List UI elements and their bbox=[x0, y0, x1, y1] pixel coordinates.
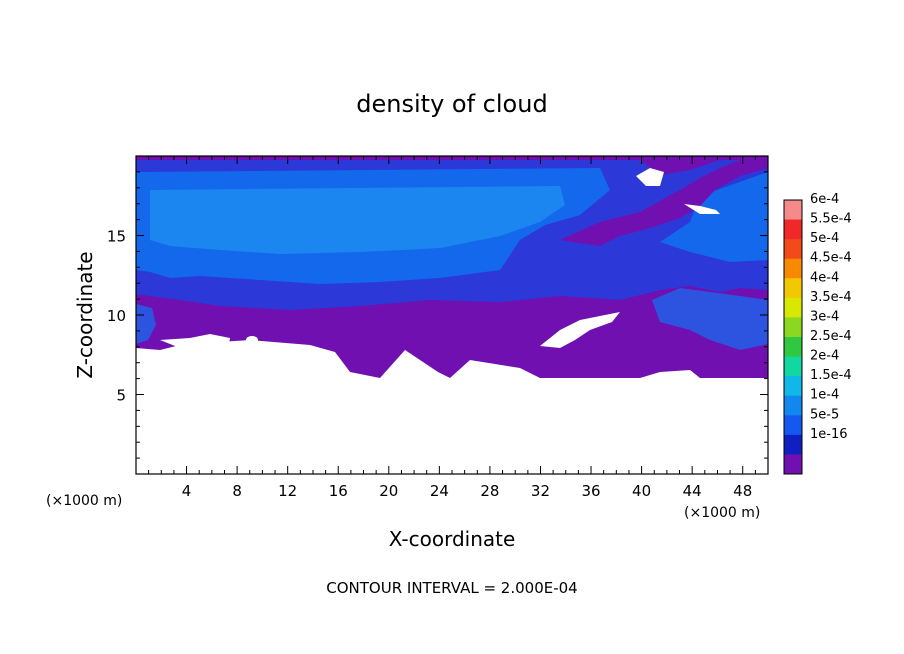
x-tick-label: 36 bbox=[581, 482, 600, 500]
x-tick-label: 48 bbox=[733, 482, 752, 500]
x-tick-label: 24 bbox=[430, 482, 449, 500]
cloud-gap-1 bbox=[160, 334, 230, 356]
y-tick-label: 5 bbox=[116, 387, 126, 405]
y-tick-label: 10 bbox=[107, 307, 126, 325]
colorbar-label: 4e-4 bbox=[810, 270, 839, 285]
cloud-field-intrusion bbox=[560, 160, 768, 246]
cloud-gap-3 bbox=[540, 312, 620, 348]
colorbar-swatch bbox=[784, 415, 802, 436]
x-tick-label: 16 bbox=[329, 482, 348, 500]
x-tick-label: 8 bbox=[232, 482, 242, 500]
x-tick-label: 28 bbox=[480, 482, 499, 500]
colorbar-swatch bbox=[784, 239, 802, 260]
colorbar-label: 1e-16 bbox=[810, 427, 848, 442]
colorbar-label: 5e-5 bbox=[810, 407, 839, 422]
colorbar-label: 4.5e-4 bbox=[810, 251, 852, 266]
cloud-field-layer-1e-4-right bbox=[660, 172, 768, 262]
x-tick-label: 44 bbox=[683, 482, 702, 500]
colorbar-swatch bbox=[784, 356, 802, 377]
colorbar-label: 1.5e-4 bbox=[810, 368, 852, 383]
colorbar-swatch bbox=[784, 258, 802, 279]
x-tick-label: 32 bbox=[531, 482, 550, 500]
colorbar-label: 3.5e-4 bbox=[810, 290, 852, 305]
x-axis: 4 8 12 16 20 24 28 32 36 40 44 48 bbox=[148, 156, 756, 500]
colorbar-swatch bbox=[784, 278, 802, 299]
colorbar-label: 3e-4 bbox=[810, 309, 839, 324]
x-unit-left: (×1000 m) bbox=[46, 493, 122, 509]
colorbar-swatch bbox=[784, 219, 802, 240]
chart-title: density of cloud bbox=[356, 90, 547, 118]
colorbar-swatch bbox=[784, 434, 802, 455]
colorbar-label: 1e-4 bbox=[810, 388, 839, 403]
colorbar-swatch bbox=[784, 454, 802, 475]
cloud-gap-5 bbox=[684, 204, 720, 214]
colorbar-swatch bbox=[784, 376, 802, 397]
x-unit-right: (×1000 m) bbox=[684, 505, 760, 521]
x-tick-label: 20 bbox=[379, 482, 398, 500]
x-axis-title: X-coordinate bbox=[389, 527, 516, 551]
colorbar-swatch bbox=[784, 317, 802, 338]
colorbar-label: 2.5e-4 bbox=[810, 329, 852, 344]
y-axis-title: Z-coordinate bbox=[73, 251, 97, 378]
contour-interval-note: CONTOUR INTERVAL = 2.000E-04 bbox=[326, 579, 577, 597]
colorbar-frame bbox=[783, 199, 803, 475]
cloud-field-left-blob bbox=[136, 304, 156, 344]
x-tick-label: 12 bbox=[278, 482, 297, 500]
colorbar-label: 6e-4 bbox=[810, 192, 839, 207]
colorbar-label: 5.5e-4 bbox=[810, 212, 852, 227]
cloud-gap-4 bbox=[636, 168, 664, 186]
colorbar-swatch bbox=[784, 297, 802, 318]
colorbar-label: 2e-4 bbox=[810, 349, 839, 364]
colorbar-label: 5e-4 bbox=[810, 231, 839, 246]
colorbar-swatch bbox=[784, 395, 802, 416]
y-tick-label: 15 bbox=[107, 228, 126, 246]
colorbar-swatch bbox=[784, 337, 802, 358]
cloud-field-layer-1.5e-4 bbox=[150, 186, 565, 254]
plot-area bbox=[135, 155, 769, 475]
cloud-field-right-blob bbox=[652, 288, 768, 350]
cloud-gap-2 bbox=[246, 336, 258, 344]
y-axis: 5 10 15 bbox=[107, 171, 768, 459]
colorbar-swatch bbox=[784, 200, 802, 221]
colorbar-legend: 6e-4 5.5e-4 5e-4 4.5e-4 4e-4 3.5e-4 3e-4 2.5e-4… bbox=[783, 192, 852, 475]
x-tick-label: 4 bbox=[182, 482, 192, 500]
x-tick-label: 40 bbox=[632, 482, 651, 500]
